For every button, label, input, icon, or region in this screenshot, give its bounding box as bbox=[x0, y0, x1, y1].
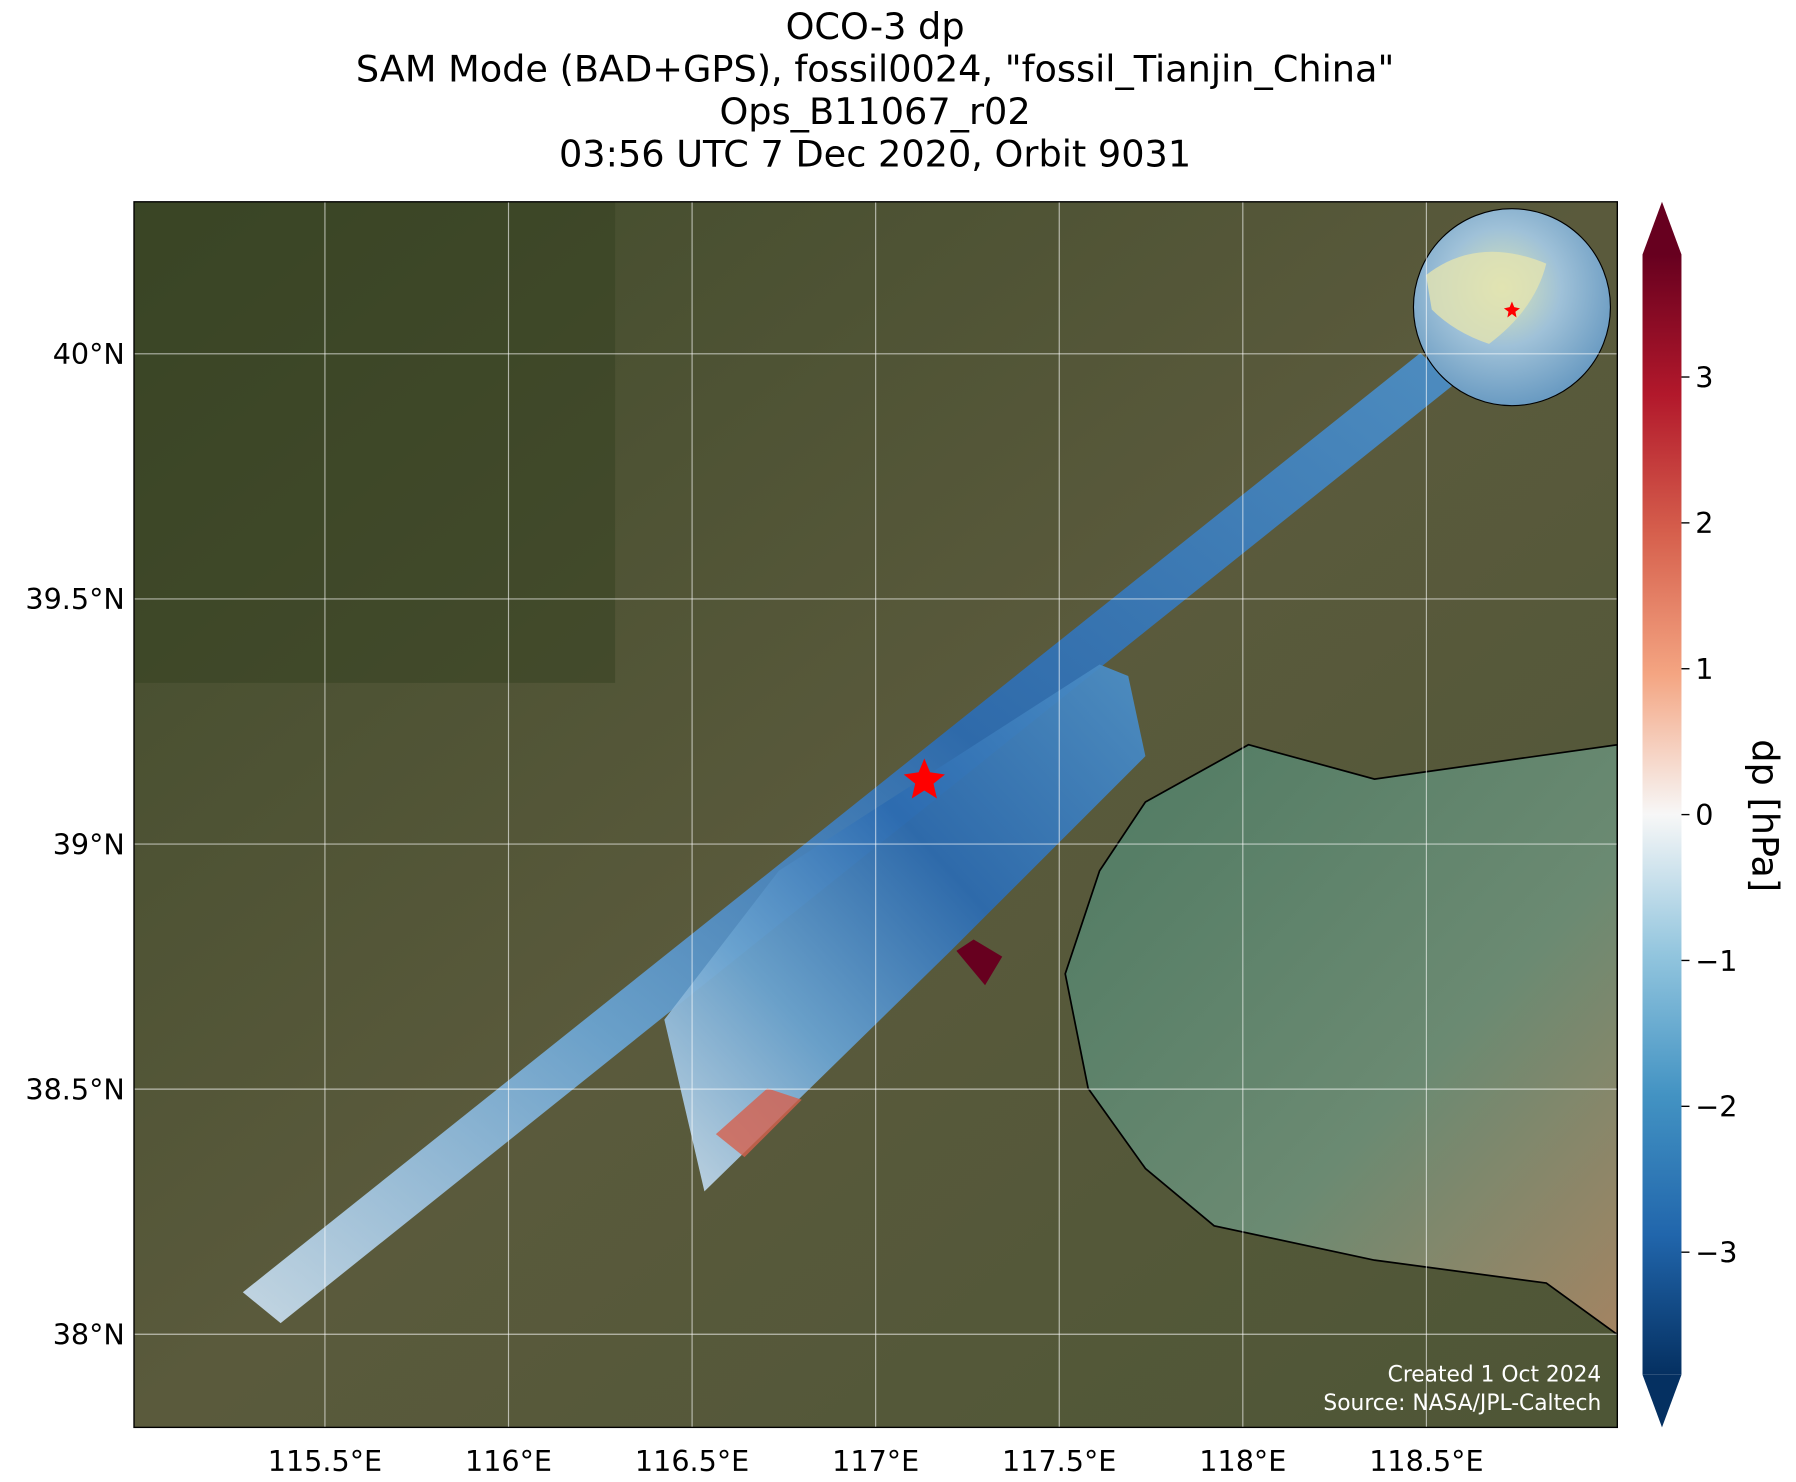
axes: 115.5°E 116°E 116.5°E 117°E 117.5°E 118°E 118.… bbox=[25, 337, 1601, 1478]
colorbar-tick-label: −1 bbox=[1695, 944, 1737, 978]
x-tick-label: 118.5°E bbox=[1369, 1444, 1483, 1478]
colorbar-tick-label: 2 bbox=[1695, 506, 1713, 540]
colorbar-tick-label: 3 bbox=[1695, 360, 1713, 394]
colorbar-body bbox=[1642, 254, 1682, 1375]
colorbar-tick-label: −3 bbox=[1695, 1235, 1737, 1269]
y-tick-label: 38.5°N bbox=[25, 1072, 124, 1106]
credit: Created 1 Oct 2024 bbox=[1388, 1363, 1602, 1388]
colorbar-tick-label: 1 bbox=[1695, 652, 1713, 686]
colorbar-extend-top bbox=[1642, 201, 1682, 255]
x-tick-label: 116.5°E bbox=[635, 1444, 749, 1478]
colorbar-tick-label: −2 bbox=[1695, 1090, 1737, 1124]
swath-high bbox=[715, 1088, 802, 1158]
y-tick-label: 38°N bbox=[53, 1318, 125, 1352]
globe-land bbox=[1426, 251, 1547, 344]
sea bbox=[1064, 743, 1618, 1336]
swath-block bbox=[664, 664, 1146, 1192]
x-tick-label: 117.5°E bbox=[1002, 1444, 1116, 1478]
mountains bbox=[134, 201, 616, 683]
x-tick-label: 118°E bbox=[1199, 1444, 1286, 1478]
y-tick-label: 39°N bbox=[53, 827, 125, 861]
colorbar-tick-label: 0 bbox=[1695, 798, 1713, 832]
globe-star bbox=[1503, 301, 1520, 318]
colorbar: −3 −2 −1 0 1 2 3 dp [hPa] bbox=[1642, 201, 1786, 1428]
y-tick-label: 39.5°N bbox=[25, 582, 124, 616]
swath-high bbox=[956, 939, 1003, 986]
x-tick-label: 117°E bbox=[832, 1444, 919, 1478]
map-frame bbox=[133, 201, 1619, 1429]
colorbar-extend-bottom bbox=[1642, 1374, 1682, 1428]
title-line: 03:56 UTC 7 Dec 2020, Orbit 9031 bbox=[559, 132, 1191, 175]
title-line: SAM Mode (BAD+GPS), fossil0024, "fossil_… bbox=[356, 48, 1394, 91]
title-line: OCO-3 dp bbox=[786, 5, 965, 48]
title-line: Ops_B11067_r02 bbox=[719, 90, 1030, 133]
grid bbox=[134, 201, 1618, 1428]
credit: Source: NASA/JPL-Caltech bbox=[1323, 1391, 1601, 1416]
x-tick-label: 116°E bbox=[465, 1444, 552, 1478]
target-star bbox=[903, 758, 945, 799]
colorbar-label: dp [hPa] bbox=[1743, 739, 1786, 892]
y-tick-label: 40°N bbox=[53, 337, 125, 371]
x-tick-label: 115.5°E bbox=[268, 1444, 382, 1478]
